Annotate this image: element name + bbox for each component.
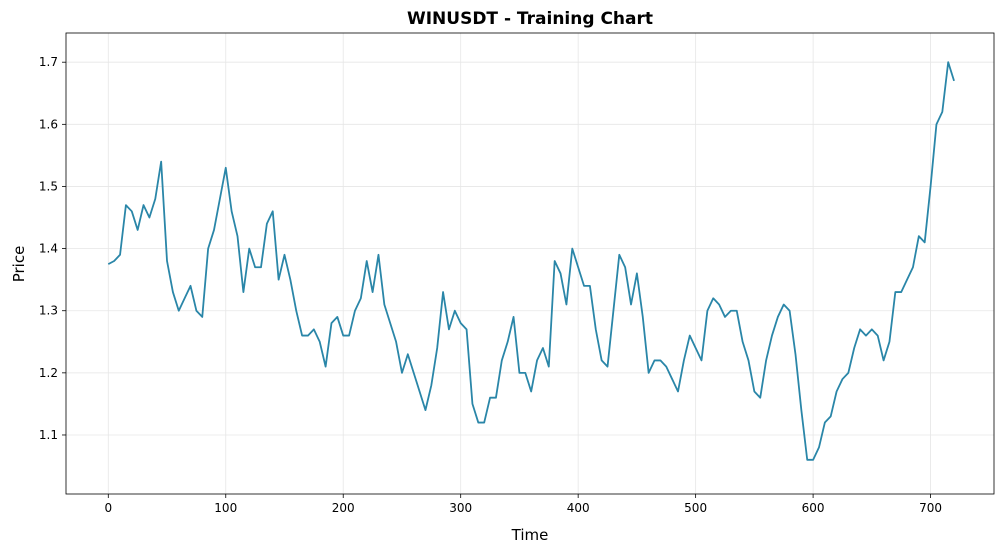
price-line — [107, 61, 955, 461]
y-tick-label: 1.3 — [39, 304, 58, 318]
x-tick-label: 500 — [684, 501, 707, 515]
chart-title: WINUSDT - Training Chart — [407, 9, 653, 29]
y-tick-label: 1.7 — [39, 55, 58, 69]
x-tick-label: 0 — [104, 501, 112, 515]
plot-frame — [65, 32, 995, 495]
x-tick-label: 300 — [449, 501, 472, 515]
y-tick-label: 1.2 — [39, 366, 58, 380]
y-tick-label: 1.5 — [39, 179, 58, 193]
x-tick-label: 200 — [332, 501, 355, 515]
y-tick-label: 1.1 — [39, 428, 58, 442]
x-tick-label: 700 — [919, 501, 942, 515]
y-axis-label: Price — [10, 246, 28, 283]
x-tick-label: 100 — [214, 501, 237, 515]
y-tick-label: 1.6 — [39, 117, 58, 131]
x-axis-label: Time — [511, 526, 549, 544]
y-tick-label: 1.4 — [39, 242, 58, 256]
x-tick-label: 600 — [802, 501, 825, 515]
x-tick-label: 400 — [567, 501, 590, 515]
